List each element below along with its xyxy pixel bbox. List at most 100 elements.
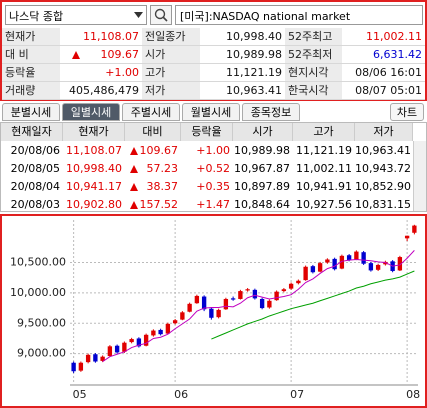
table-cell: 10,943.72 <box>355 162 411 175</box>
table-cell: 10,941.17 <box>66 180 122 193</box>
quote-label: 시가 <box>142 46 200 64</box>
candle-body <box>317 263 323 272</box>
candle-body <box>85 354 91 363</box>
column-header: 등락율 <box>181 123 233 141</box>
table-cell: 11,121.19 <box>296 144 352 157</box>
table-cell: 10,897.89 <box>234 180 290 193</box>
quote-value: 08/07 05:01 <box>342 82 425 100</box>
x-tick-label: 06 <box>174 388 188 401</box>
quote-value: 6,631.42 <box>342 46 425 64</box>
candle-body <box>71 362 76 372</box>
y-tick-label: 10,000.00 <box>10 286 66 299</box>
tab[interactable]: 월별시세 <box>182 103 240 121</box>
up-arrow <box>130 183 138 191</box>
tab[interactable]: 일별시세 <box>62 103 120 121</box>
candle-body <box>296 280 301 284</box>
candle-body <box>158 329 163 335</box>
up-arrow <box>130 147 138 155</box>
quote-table: 현재가 11,108.07 전일종가 10,998.40 52주최고 11,002.11 대… <box>2 28 425 100</box>
quote-value: 11,121.19 <box>200 64 285 82</box>
table-cell: 10,967.87 <box>234 162 290 175</box>
column-header: 저가 <box>355 123 413 141</box>
quote-value: +1.00 <box>60 64 142 82</box>
tab[interactable]: 주별시세 <box>122 103 180 121</box>
quote-label: 거래량 <box>2 82 60 100</box>
candle-body <box>339 255 345 269</box>
moving-average <box>102 250 415 362</box>
candle-body <box>274 291 279 301</box>
candle-body <box>78 362 84 371</box>
x-tick-label: 07 <box>290 388 304 401</box>
candle-body <box>412 225 417 233</box>
table-cell: 10,989.98 <box>234 144 290 157</box>
candle-body <box>346 255 352 261</box>
y-tick-label: 10,500.00 <box>10 256 66 269</box>
tab[interactable]: 종목정보 <box>242 103 300 121</box>
chart-button[interactable]: 차트 <box>390 103 424 121</box>
table-cell: 10,941.91 <box>296 180 352 193</box>
dropdown-arrow <box>134 12 143 18</box>
candle-body <box>165 323 171 334</box>
table-cell: 11,108.07 <box>66 144 122 157</box>
candle-body <box>114 345 120 353</box>
table-cell: +0.35 <box>196 180 230 193</box>
tab-bar: 분별시세 일별시세 주별시세 월별시세 종목정보 차트 <box>2 103 425 122</box>
quote-value: 11,108.07 <box>60 28 142 46</box>
candle-body <box>151 330 156 336</box>
symbol-input[interactable]: 나스닥 종합 <box>5 5 147 25</box>
table-cell: 20/08/05 <box>10 162 60 175</box>
table-cell: +1.47 <box>196 198 230 211</box>
quote-label: 고가 <box>142 64 200 82</box>
tab[interactable]: 분별시세 <box>2 103 60 121</box>
scrollbar[interactable] <box>413 141 426 211</box>
quote-value: 405,486,479 <box>60 82 142 100</box>
candle-body <box>201 296 207 310</box>
candle-body <box>404 235 410 239</box>
candle-body <box>238 291 243 299</box>
up-arrow <box>130 201 138 209</box>
table-cell: +0.52 <box>196 162 230 175</box>
candle-body <box>267 300 272 308</box>
table-cell: 10,848.64 <box>234 198 290 211</box>
search-button[interactable] <box>150 5 172 25</box>
quote-value: 109.67 <box>60 46 142 64</box>
quote-value: 10,963.41 <box>200 82 285 100</box>
quote-label: 등락율 <box>2 64 60 82</box>
candle-body <box>93 354 98 362</box>
table-cell: 157.52 <box>139 198 179 211</box>
table-cell: 11,002.11 <box>296 162 352 175</box>
candle-body <box>397 257 403 271</box>
quote-value: 10,989.98 <box>200 46 285 64</box>
table-cell: +1.00 <box>196 144 230 157</box>
quote-label: 한국시각 <box>285 82 342 100</box>
quote-label: 대 비 <box>2 46 60 64</box>
candle-body <box>172 320 178 324</box>
column-header: 고가 <box>293 123 355 141</box>
candle-body <box>187 303 192 312</box>
quote-value: 11,002.11 <box>342 28 425 46</box>
candle-body <box>383 261 388 265</box>
quote-panel: 나스닥 종합 [미국]:NASDAQ national market 현재가 11… <box>0 0 427 101</box>
table-cell: 10,927.56 <box>296 198 352 211</box>
quote-label: 저가 <box>142 82 200 100</box>
up-arrow <box>130 165 138 173</box>
candle-body <box>281 289 287 292</box>
candle-body <box>288 283 294 289</box>
candle-body <box>223 298 229 310</box>
quote-label: 전일종가 <box>142 28 200 46</box>
candle-body <box>180 312 185 320</box>
candle-body <box>230 298 236 300</box>
candle-body <box>361 252 366 264</box>
candle-body <box>143 334 149 346</box>
candle-body <box>325 259 330 263</box>
search-icon <box>154 8 168 22</box>
candle-body <box>310 266 316 273</box>
table-cell: 20/08/04 <box>10 180 60 193</box>
table-cell: 10,852.90 <box>355 180 411 193</box>
candle-body <box>194 295 200 304</box>
candle-body <box>122 342 127 352</box>
symbol-text: 나스닥 종합 <box>9 10 64 23</box>
candle-body <box>375 264 381 270</box>
table-cell: 20/08/03 <box>10 198 60 211</box>
